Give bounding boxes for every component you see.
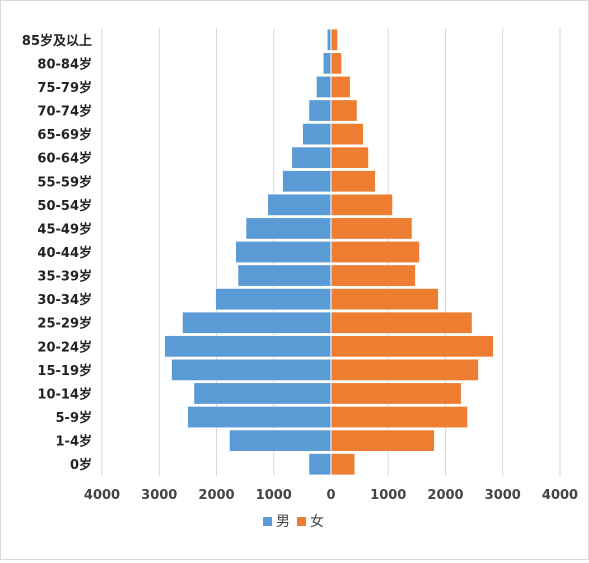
x-tick-label: 2000 <box>198 488 234 503</box>
bar-male <box>194 383 331 404</box>
x-tick-label: 4000 <box>84 488 120 503</box>
x-tick-label: 1000 <box>256 488 292 503</box>
legend-swatch <box>297 517 306 526</box>
category-label: 1-4岁 <box>56 434 93 450</box>
category-label: 35-39岁 <box>37 269 92 285</box>
bar-male <box>309 100 331 121</box>
bar-female <box>331 453 355 475</box>
bar-female <box>331 29 338 51</box>
legend: 男女 <box>263 513 324 530</box>
category-label: 80-84岁 <box>37 56 92 72</box>
bar-male <box>182 312 331 334</box>
category-label: 45-49岁 <box>37 221 92 237</box>
bar-male <box>268 194 331 216</box>
x-tick-label: 2000 <box>427 488 463 503</box>
bar-male <box>238 265 331 286</box>
x-tick-label: 3000 <box>141 488 177 503</box>
bar-male <box>246 218 331 239</box>
x-tick-labels: 4000 3000 2000 1000 0 1000 2000 3000 4000 <box>84 488 578 503</box>
bar-male <box>215 288 331 310</box>
category-label: 0岁 <box>70 457 92 473</box>
bar-female <box>331 76 350 98</box>
bar-male <box>187 406 331 428</box>
bar-male <box>292 147 331 169</box>
category-label: 30-34岁 <box>37 292 92 308</box>
category-label: 70-74岁 <box>37 104 92 120</box>
bar-female <box>331 312 472 334</box>
bar-female <box>331 265 416 286</box>
category-label: 25-29岁 <box>37 316 92 332</box>
bar-female <box>331 335 494 357</box>
bar-female <box>331 100 357 121</box>
x-tick-label: 1000 <box>370 488 406 503</box>
bar-female <box>331 170 376 192</box>
bar-female <box>331 406 468 428</box>
category-label: 75-79岁 <box>37 80 92 96</box>
x-tick-label: 0 <box>326 488 335 503</box>
category-label: 5-9岁 <box>56 410 93 426</box>
category-label: 55-59岁 <box>37 174 92 190</box>
bar-female <box>331 123 364 145</box>
bar-male <box>171 359 331 381</box>
category-label: 60-64岁 <box>37 151 92 167</box>
bar-female <box>331 52 342 74</box>
category-label: 40-44岁 <box>37 245 92 261</box>
bar-male <box>323 52 331 74</box>
category-label: 50-54岁 <box>37 198 92 214</box>
bar-female <box>331 288 439 310</box>
bars <box>164 28 494 476</box>
bar-female <box>331 241 420 263</box>
bar-male <box>302 123 331 145</box>
bar-female <box>331 383 461 404</box>
bar-male <box>229 430 331 452</box>
bar-male <box>327 29 331 51</box>
category-labels: 0岁 1-4岁 5-9岁 10-14岁 15-19岁 20-24岁 25-29岁 30-34岁… <box>22 33 92 473</box>
bar-female <box>331 359 479 381</box>
category-label: 65-69岁 <box>37 127 92 143</box>
x-tick-label: 4000 <box>542 488 578 503</box>
category-label: 10-14岁 <box>37 386 92 402</box>
bar-male <box>164 335 331 357</box>
category-label: 85岁及以上 <box>22 33 92 49</box>
category-label: 15-19岁 <box>37 363 92 379</box>
x-tick-label: 3000 <box>485 488 521 503</box>
bar-female <box>331 430 435 452</box>
bar-male <box>316 76 331 98</box>
legend-swatch <box>263 517 272 526</box>
legend-label: 女 <box>310 513 324 530</box>
category-label: 20-24岁 <box>37 339 92 355</box>
bar-female <box>331 194 393 216</box>
bar-male <box>282 170 331 192</box>
bar-female <box>331 147 369 169</box>
bar-female <box>331 218 412 239</box>
bar-male <box>235 241 331 263</box>
bar-male <box>309 453 331 475</box>
legend-label: 男 <box>276 514 290 530</box>
